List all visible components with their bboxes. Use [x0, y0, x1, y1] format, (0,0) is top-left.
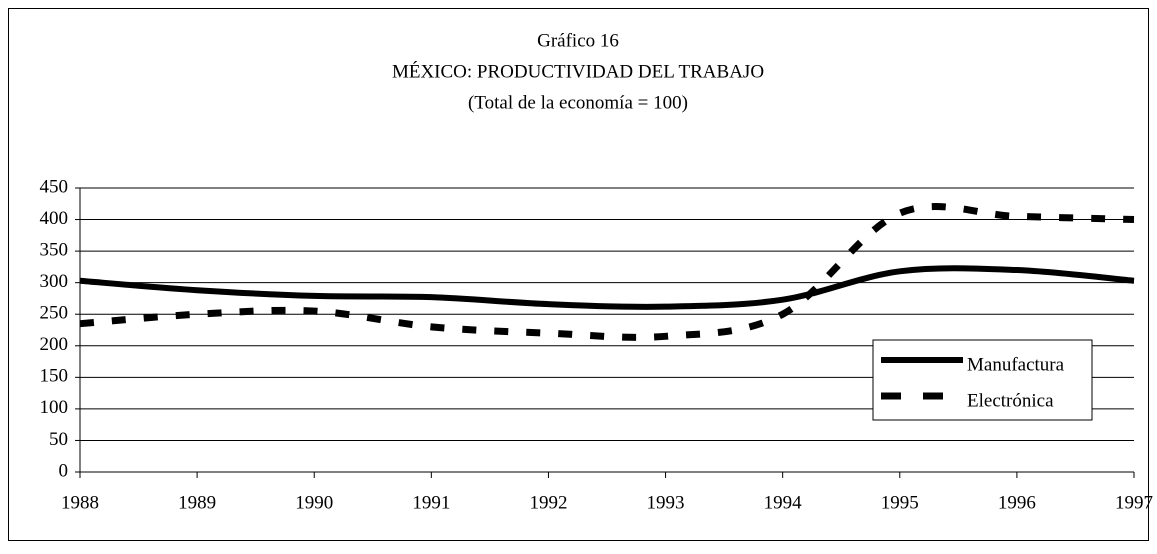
y-tick-label: 200	[40, 334, 69, 355]
y-tick-label: 250	[40, 303, 69, 324]
legend-label: Manufactura	[967, 354, 1065, 375]
x-tick-label: 1997	[1115, 492, 1153, 513]
legend-label: Electrónica	[967, 390, 1054, 411]
x-tick-label: 1989	[178, 492, 216, 513]
x-tick-label: 1988	[61, 492, 99, 513]
x-tick-label: 1991	[412, 492, 450, 513]
x-tick-label: 1990	[295, 492, 333, 513]
x-tick-label: 1993	[647, 492, 685, 513]
y-tick-label: 400	[40, 208, 69, 229]
y-tick-label: 300	[40, 271, 69, 292]
y-tick-label: 50	[49, 429, 68, 450]
y-tick-label: 350	[40, 239, 69, 260]
x-tick-label: 1992	[529, 492, 567, 513]
line-series	[79, 203, 1135, 341]
y-tick-label: 450	[40, 176, 69, 197]
legend-box	[872, 339, 1093, 421]
chart-subtitle: MÉXICO: PRODUCTIVIDAD DEL TRABAJO	[392, 60, 764, 82]
x-tick-label: 1994	[764, 492, 803, 513]
frame	[8, 8, 1149, 541]
line-series	[79, 265, 1135, 310]
y-tick-label: 0	[59, 460, 69, 481]
chart-note: (Total de la economía = 100)	[468, 92, 688, 113]
y-tick-label: 100	[40, 397, 69, 418]
x-tick-label: 1996	[998, 492, 1036, 513]
y-tick-label: 150	[40, 366, 69, 387]
chart-title: Gráfico 16	[537, 30, 619, 51]
x-tick-label: 1995	[881, 492, 919, 513]
